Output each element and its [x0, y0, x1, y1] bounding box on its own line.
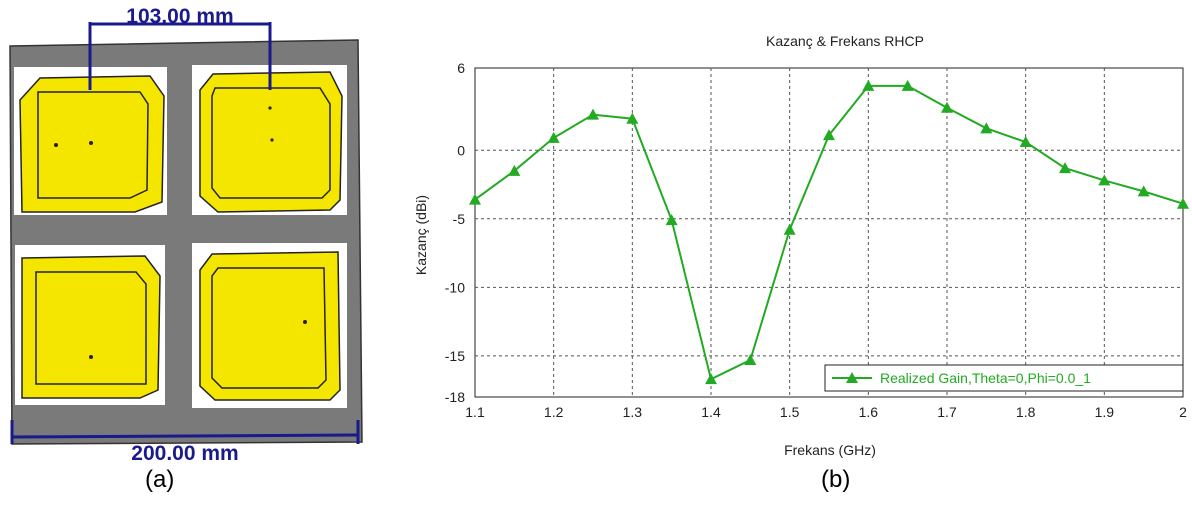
- y-axis-label: Kazanç (dBi): [413, 195, 429, 275]
- x-tick-label: 1.5: [780, 404, 800, 420]
- x-tick-label: 1.4: [701, 404, 721, 420]
- y-tick-label: 0: [457, 142, 465, 158]
- data-point-marker: [744, 353, 757, 365]
- data-point-marker: [705, 373, 717, 385]
- legend-label: Realized Gain,Theta=0,Phi=0.0_1: [880, 370, 1091, 386]
- board-width-dimension: [10, 420, 360, 444]
- x-tick-label: 1.1: [465, 404, 485, 420]
- plot-area: [474, 67, 1184, 398]
- subfigure-label-b: (b): [821, 466, 851, 493]
- x-tick-label: 1.7: [937, 404, 957, 420]
- y-tick-label: 6: [457, 60, 465, 76]
- data-point-marker: [469, 193, 481, 205]
- data-point-marker: [626, 112, 639, 124]
- board-width-label: 200.00 mm: [131, 442, 238, 465]
- x-tick-label: 1.8: [1016, 404, 1036, 420]
- x-tick-label: 1.6: [859, 404, 879, 420]
- chart-title: Kazanç & Frekans RHCP: [766, 33, 924, 49]
- data-point-marker: [862, 79, 875, 91]
- x-axis-label: Frekans (GHz): [784, 442, 876, 458]
- data-point-marker: [901, 79, 914, 91]
- data-point-marker: [941, 101, 953, 113]
- antenna-array-drawing: 103.00 mm 200.00 mm: [9, 5, 363, 465]
- data-point-marker: [665, 214, 678, 226]
- y-tick-label: -5: [453, 211, 466, 227]
- data-point-marker: [980, 122, 993, 134]
- data-point-marker: [1177, 197, 1189, 209]
- legend-marker: [846, 372, 858, 383]
- patch-bottom-left: [21, 255, 161, 399]
- gain-chart: Kazanç & Frekans RHCP 1.1 1.2 1.3 1.4 1.5 1.6…: [413, 33, 1189, 458]
- y-tick-label: -15: [445, 348, 465, 364]
- data-point-marker: [547, 131, 560, 143]
- data-point-marker: [1137, 185, 1150, 197]
- gain-chart-panel: Kazanç & Frekans RHCP 1.1 1.2 1.3 1.4 1.5 1.6…: [400, 0, 1192, 501]
- patch-spacing-dimension: [88, 22, 272, 90]
- chart-legend: Realized Gain,Theta=0,Phi=0.0_1: [824, 364, 1184, 392]
- data-point-marker: [508, 164, 521, 176]
- subfigure-label-a: (a): [145, 466, 175, 493]
- data-point-marker: [823, 129, 835, 141]
- data-point-marker: [1059, 162, 1071, 174]
- x-tick-label: 1.2: [544, 404, 564, 420]
- data-point-marker: [1098, 174, 1111, 186]
- patch-top-right: [199, 71, 343, 213]
- data-point-marker: [587, 108, 599, 120]
- legend-box: [824, 364, 1184, 392]
- x-tick-label: 1.9: [1095, 404, 1115, 420]
- patch-spacing-label: 103.00 mm: [126, 5, 233, 28]
- x-tick-label: 2: [1179, 404, 1187, 420]
- patch-bottom-right: [199, 251, 341, 401]
- antenna-array-figure: 103.00 mm 200.00 mm (a): [0, 0, 380, 501]
- y-tick-label: -18: [445, 389, 465, 405]
- y-tick-label: -10: [445, 279, 465, 295]
- data-point-marker: [783, 223, 796, 235]
- data-point-marker: [1019, 136, 1032, 148]
- x-tick-label: 1.3: [623, 404, 643, 420]
